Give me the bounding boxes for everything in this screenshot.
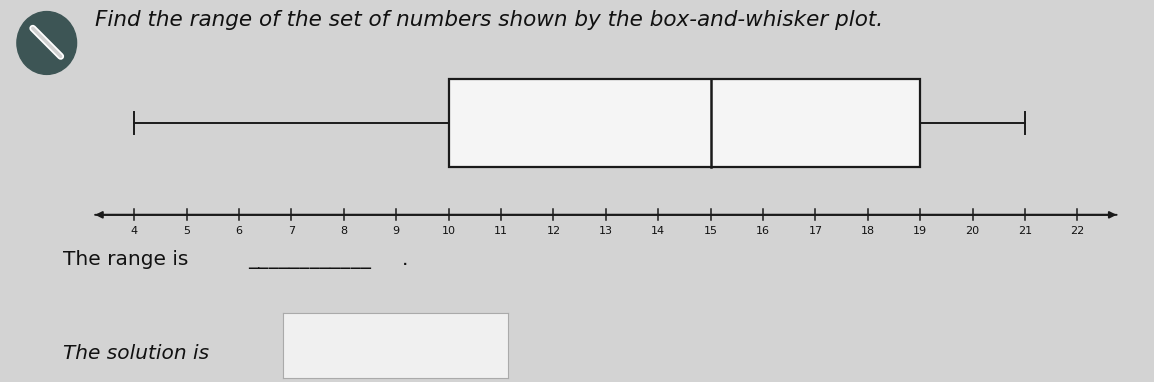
Text: 5: 5 — [183, 226, 190, 236]
Bar — [449, 79, 920, 167]
Text: 20: 20 — [966, 226, 980, 236]
Circle shape — [17, 11, 76, 74]
Text: 6: 6 — [235, 226, 242, 236]
Text: Find the range of the set of numbers shown by the box-and-whisker plot.: Find the range of the set of numbers sho… — [95, 10, 883, 29]
Text: 11: 11 — [494, 226, 508, 236]
Text: 19: 19 — [913, 226, 928, 236]
Text: 10: 10 — [442, 226, 456, 236]
Text: 7: 7 — [287, 226, 295, 236]
Text: .: . — [402, 250, 409, 269]
Text: The range is: The range is — [63, 250, 189, 269]
Text: The solution is: The solution is — [63, 344, 210, 363]
Text: 17: 17 — [809, 226, 823, 236]
Text: 4: 4 — [130, 226, 137, 236]
Text: 8: 8 — [340, 226, 347, 236]
Text: 22: 22 — [1070, 226, 1085, 236]
Text: 14: 14 — [651, 226, 666, 236]
Text: 16: 16 — [756, 226, 770, 236]
Text: ____________: ____________ — [248, 250, 372, 269]
Text: 12: 12 — [546, 226, 561, 236]
Text: 15: 15 — [704, 226, 718, 236]
Text: 21: 21 — [1018, 226, 1032, 236]
Text: 13: 13 — [599, 226, 613, 236]
Text: 18: 18 — [861, 226, 875, 236]
Text: 9: 9 — [392, 226, 399, 236]
